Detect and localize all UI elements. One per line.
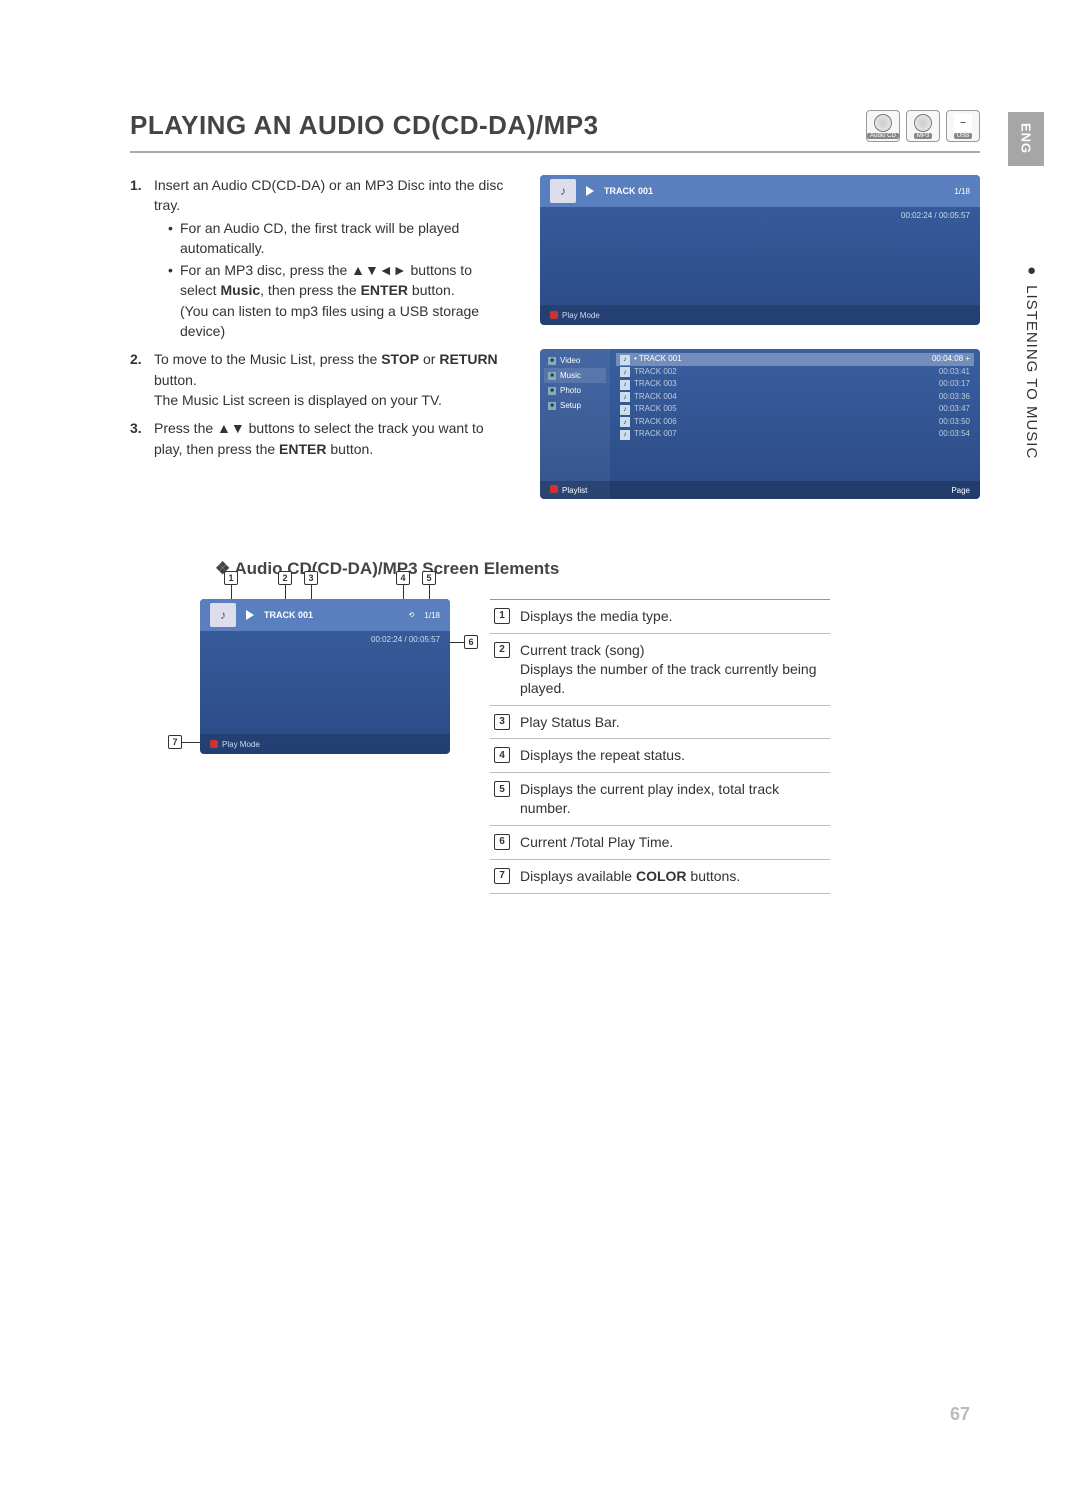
instruction-steps: Insert an Audio CD(CD-DA) or an MP3 Disc… (130, 175, 510, 499)
table-row: 5Displays the current play index, total … (490, 773, 830, 826)
music-icon: ♪ (210, 603, 236, 627)
page-label: Page (951, 486, 970, 495)
player-screenshot: ♪ TRACK 001 1/18 00:02:24 / 00:05:57 Pla… (540, 175, 980, 325)
callout-4: 4 (396, 571, 410, 585)
audio-cd-icon: Audio CD (866, 110, 900, 142)
track-label: TRACK 001 (604, 186, 653, 196)
table-row: 4Displays the repeat status. (490, 739, 830, 773)
table-row: 2Current track (song)Displays the number… (490, 634, 830, 706)
list-category: ■Photo (544, 383, 606, 398)
elements-table: 1Displays the media type.2Current track … (490, 599, 830, 894)
track-row: ♪TRACK 00500:03:47 (616, 403, 974, 416)
callout-3: 3 (304, 571, 318, 585)
mp3-icon: MP3 (906, 110, 940, 142)
track-row: ♪TRACK 00700:03:54 (616, 428, 974, 441)
play-icon (586, 186, 594, 196)
callout-2: 2 (278, 571, 292, 585)
callout-1: 1 (224, 571, 238, 585)
playlist-label: Playlist (550, 485, 587, 495)
play-time: 00:02:24 / 00:05:57 (540, 207, 980, 224)
table-row: 1Displays the media type. (490, 600, 830, 634)
track-index: 1/18 (424, 611, 440, 620)
track-index: 1/18 (954, 187, 970, 196)
list-category: ■Music (544, 368, 606, 383)
track-row: ♪TRACK 00200:03:41 (616, 366, 974, 379)
page-title: PLAYING AN AUDIO CD(CD-DA)/MP3 (130, 110, 980, 141)
divider (130, 151, 980, 153)
table-row: 7Displays available COLOR buttons. (490, 860, 830, 894)
track-row: ♪TRACK 00300:03:17 (616, 378, 974, 391)
music-list-screenshot: ■Video■Music■Photo■Setup ♪• TRACK 00100:… (540, 349, 980, 499)
play-time: 00:02:24 / 00:05:57 (200, 631, 450, 648)
callout-6: 6 (464, 635, 478, 649)
track-row: ♪• TRACK 00100:04:08 + (616, 353, 974, 366)
callout-5: 5 (422, 571, 436, 585)
music-icon: ♪ (550, 179, 576, 203)
screen-elements-diagram: 1 2 3 4 5 6 7 ♪ TRACK 001 ⟲ 1/18 (200, 599, 450, 754)
step-item: Insert an Audio CD(CD-DA) or an MP3 Disc… (130, 175, 510, 341)
step-item: Press the ▲▼ buttons to select the track… (130, 418, 510, 459)
list-category: ■Video (544, 353, 606, 368)
list-category: ■Setup (544, 398, 606, 413)
table-row: 3Play Status Bar. (490, 706, 830, 740)
page-number: 67 (950, 1404, 970, 1425)
usb-icon: USB (946, 110, 980, 142)
callout-7: 7 (168, 735, 182, 749)
chapter-label: ● LISTENING TO MUSIC (1023, 262, 1040, 459)
sub-step: For an MP3 disc, press the ▲▼◄► buttons … (168, 260, 510, 341)
sub-step: For an Audio CD, the first track will be… (168, 218, 510, 259)
table-row: 6Current /Total Play Time. (490, 826, 830, 860)
track-row: ♪TRACK 00400:03:36 (616, 391, 974, 404)
track-label: TRACK 001 (264, 610, 313, 620)
track-row: ♪TRACK 00600:03:50 (616, 416, 974, 429)
play-icon (246, 610, 254, 620)
section-heading: Audio CD(CD-DA)/MP3 Screen Elements (215, 559, 980, 579)
language-tab: ENG (1008, 112, 1044, 166)
step-item: To move to the Music List, press the STO… (130, 349, 510, 410)
play-mode-label: Play Mode (222, 740, 260, 749)
media-icons: Audio CD MP3 USB (866, 110, 980, 142)
play-mode-label: Play Mode (562, 311, 600, 320)
